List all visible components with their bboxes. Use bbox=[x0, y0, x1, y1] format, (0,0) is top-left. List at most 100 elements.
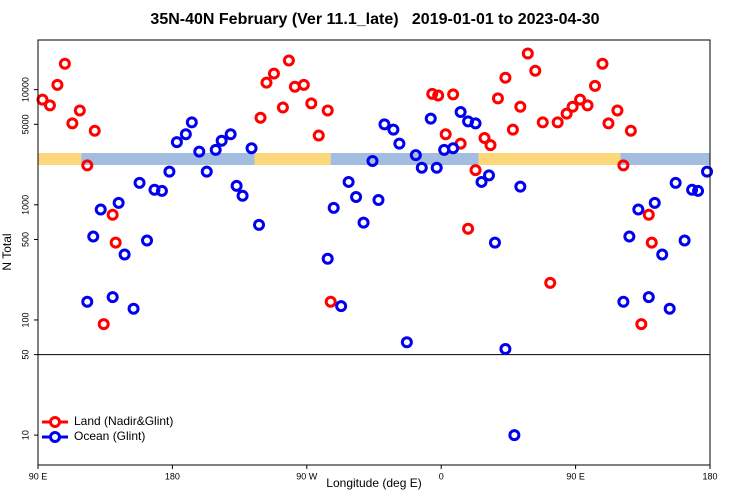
point bbox=[224, 128, 237, 141]
point bbox=[663, 302, 676, 315]
plot-frame bbox=[37, 39, 711, 466]
y-tick-label: 10000 bbox=[20, 77, 30, 102]
point bbox=[327, 201, 340, 214]
surface-segment bbox=[478, 153, 621, 165]
point bbox=[81, 159, 94, 172]
point bbox=[357, 216, 370, 229]
surface-segment bbox=[81, 153, 255, 165]
point bbox=[335, 300, 348, 313]
x-tick-label: 180 bbox=[702, 471, 717, 481]
point bbox=[617, 159, 630, 172]
point bbox=[236, 189, 249, 202]
point bbox=[635, 318, 648, 331]
surface-segment bbox=[620, 153, 710, 165]
point bbox=[506, 123, 519, 136]
point bbox=[87, 230, 100, 243]
y-tick-label: 5000 bbox=[20, 114, 30, 134]
point bbox=[321, 252, 334, 265]
point bbox=[179, 128, 192, 141]
point bbox=[514, 100, 527, 113]
point bbox=[163, 165, 176, 178]
point bbox=[648, 196, 661, 209]
point bbox=[478, 132, 491, 145]
point bbox=[462, 222, 475, 235]
point bbox=[415, 161, 428, 174]
x-axis-label: Longitude (deg E) bbox=[326, 476, 421, 490]
point bbox=[387, 123, 400, 136]
point bbox=[118, 248, 131, 261]
point bbox=[499, 71, 512, 84]
point bbox=[611, 104, 624, 117]
point bbox=[508, 429, 521, 442]
point bbox=[439, 128, 452, 141]
point bbox=[632, 203, 645, 216]
point bbox=[447, 142, 460, 155]
point bbox=[200, 165, 213, 178]
legend-label: Ocean (Glint) bbox=[74, 429, 145, 443]
legend-label: Land (Nadir&Glint) bbox=[74, 414, 173, 428]
point bbox=[106, 208, 119, 221]
y-tick-label: 1000 bbox=[20, 195, 30, 215]
point bbox=[469, 117, 482, 130]
y-tick-label: 500 bbox=[20, 232, 30, 247]
surface-segment bbox=[330, 153, 479, 165]
x-tick-label: 180 bbox=[165, 471, 180, 481]
point bbox=[656, 248, 669, 261]
point bbox=[469, 164, 482, 177]
point bbox=[305, 97, 318, 110]
point bbox=[112, 196, 125, 209]
marks bbox=[36, 47, 714, 442]
point bbox=[81, 295, 94, 308]
point bbox=[678, 234, 691, 247]
x-tick-label: 0 bbox=[439, 471, 444, 481]
x-tick-label: 90 W bbox=[296, 471, 318, 481]
point bbox=[94, 203, 107, 216]
point bbox=[617, 295, 630, 308]
point bbox=[393, 137, 406, 150]
point bbox=[66, 117, 79, 130]
point bbox=[260, 76, 273, 89]
point bbox=[589, 79, 602, 92]
surface-segment bbox=[254, 153, 331, 165]
point bbox=[372, 194, 385, 207]
point bbox=[43, 99, 56, 112]
legend: Land (Nadir&Glint)Ocean (Glint) bbox=[42, 414, 173, 443]
point bbox=[424, 112, 437, 125]
point bbox=[109, 236, 122, 249]
chart-title: 35N-40N February (Ver 11.1_late) 2019-01… bbox=[150, 11, 599, 28]
point bbox=[97, 318, 110, 331]
point bbox=[51, 78, 64, 91]
point bbox=[133, 176, 146, 189]
point bbox=[447, 88, 460, 101]
point bbox=[254, 111, 267, 124]
point bbox=[267, 67, 280, 80]
point bbox=[342, 175, 355, 188]
point bbox=[282, 54, 295, 67]
point bbox=[297, 78, 310, 91]
legend-marker bbox=[49, 431, 61, 443]
point bbox=[127, 302, 140, 315]
point bbox=[430, 161, 443, 174]
point bbox=[521, 47, 534, 60]
point bbox=[574, 93, 587, 106]
point bbox=[58, 57, 71, 70]
point bbox=[692, 184, 705, 197]
y-tick-label: 100 bbox=[20, 312, 30, 327]
point bbox=[491, 92, 504, 105]
point bbox=[624, 124, 637, 137]
point bbox=[366, 155, 379, 168]
point bbox=[350, 190, 363, 203]
point bbox=[454, 105, 467, 118]
legend-marker bbox=[49, 416, 61, 428]
point bbox=[324, 295, 337, 308]
point bbox=[642, 291, 655, 304]
point bbox=[544, 276, 557, 289]
point bbox=[426, 87, 439, 100]
point bbox=[686, 183, 699, 196]
point bbox=[566, 100, 579, 113]
point bbox=[602, 117, 615, 130]
point bbox=[581, 99, 594, 112]
point bbox=[596, 57, 609, 70]
point bbox=[400, 336, 413, 349]
